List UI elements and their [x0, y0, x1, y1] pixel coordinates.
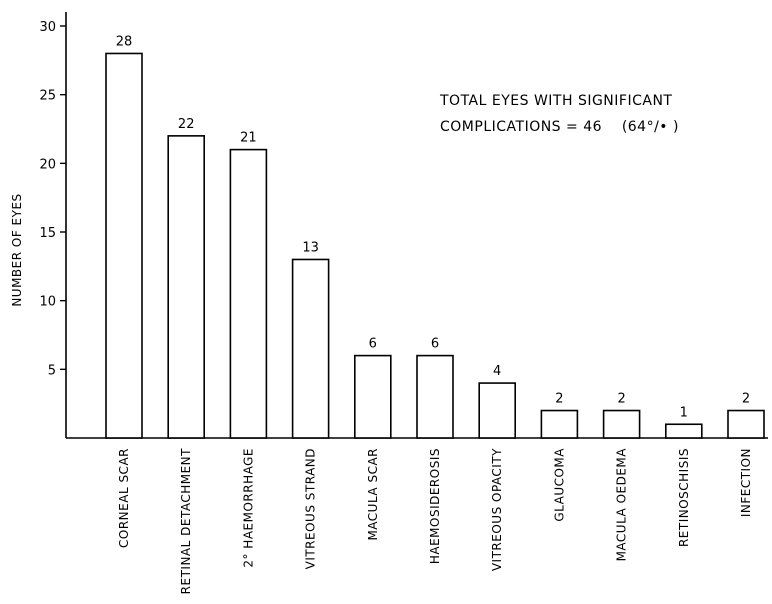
bar [727, 409, 765, 439]
bar [478, 382, 517, 439]
y-axis-label: NUMBER OF EYES [10, 193, 24, 307]
y-ticks: 5 10 15 20 25 30 [39, 20, 66, 378]
bar [540, 409, 579, 439]
data-label: 28 [116, 34, 133, 49]
data-label: 21 [240, 131, 257, 146]
x-tick-label: RETINOSCHISIS [677, 448, 691, 547]
x-tick-label: RETINAL DETACHMENT [179, 448, 193, 595]
data-label: 4 [493, 364, 501, 379]
bar [416, 354, 454, 439]
data-label: 2 [555, 392, 563, 407]
data-label: 13 [302, 240, 319, 255]
bar [229, 148, 268, 439]
data-label: 2 [617, 392, 625, 407]
y-tick-label: 25 [39, 89, 56, 104]
data-label: 22 [178, 117, 195, 132]
y-tick-label: 20 [39, 157, 56, 172]
y-tick-label: 5 [48, 363, 56, 378]
data-label: 2 [742, 392, 750, 407]
bar [602, 409, 641, 439]
x-tick-label: VITREOUS OPACITY [490, 448, 504, 571]
x-tick-label: GLAUCOMA [552, 448, 566, 522]
y-tick-label: 10 [39, 295, 56, 310]
y-tick-label: 15 [39, 226, 56, 241]
bar [664, 423, 703, 439]
x-tick-label: VITREOUS STRAND [304, 448, 318, 569]
data-label: 6 [369, 337, 377, 352]
annotation-line-1: TOTAL EYES WITH SIGNIFICANT [440, 93, 673, 109]
x-tick-label: MACULA SCAR [366, 448, 380, 541]
x-tick-labels: CORNEAL SCAR RETINAL DETACHMENT 2° HAEMORR… [117, 448, 753, 595]
x-tick-label: CORNEAL SCAR [117, 448, 131, 548]
data-label: 6 [431, 337, 439, 352]
x-tick-label: MACULA OEDEMA [615, 448, 629, 562]
y-tick-label: 30 [39, 20, 56, 35]
bars [105, 52, 765, 439]
bar [291, 258, 330, 439]
bar [353, 354, 392, 439]
x-tick-label: INFECTION [739, 448, 753, 517]
bar [167, 135, 205, 439]
data-label: 1 [680, 405, 688, 420]
x-tick-label: 2° HAEMORRHAGE [241, 448, 255, 568]
bar [105, 52, 143, 439]
annotation-line-2: COMPLICATIONS = 46 (64°/• ) [440, 119, 679, 135]
x-tick-label: HAEMOSIDEROSIS [428, 448, 442, 564]
